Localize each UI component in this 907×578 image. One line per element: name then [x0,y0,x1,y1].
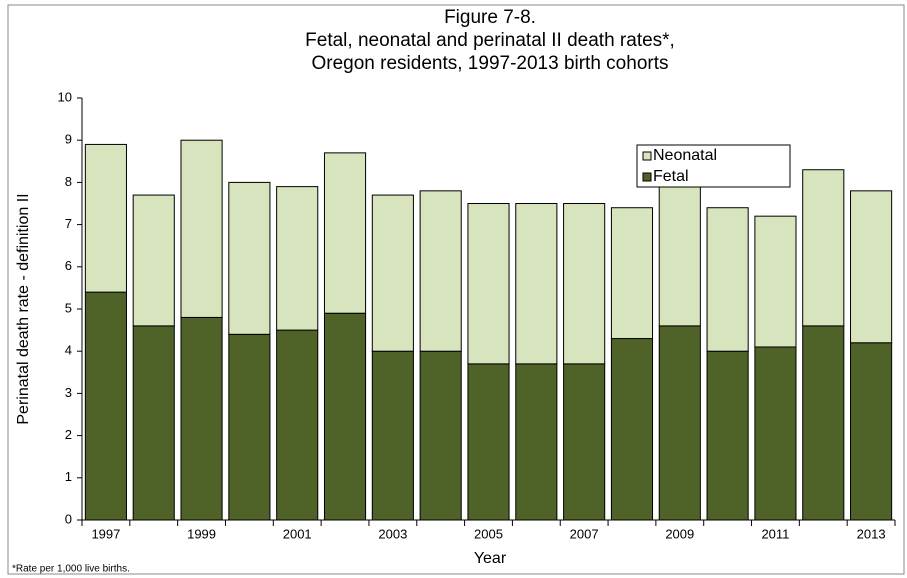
bar [850,342,893,521]
bar [658,325,701,521]
bar [132,325,175,521]
bar [754,346,797,521]
x-tick-label: 1999 [187,526,216,541]
bar [84,143,127,293]
y-tick-label: 10 [58,89,72,104]
bar [802,169,845,327]
x-tick-label: 2009 [665,526,694,541]
x-tick-label: 2013 [857,526,886,541]
x-tick-label: 1997 [91,526,120,541]
legend-label: Neonatal [653,147,717,164]
bar [563,363,606,521]
y-tick-label: 3 [65,385,72,400]
chart-title: Oregon residents, 1997-2013 birth cohort… [312,53,669,74]
y-tick-label: 9 [65,132,72,147]
bar [610,338,654,521]
bar [658,186,701,327]
chart-title: Fetal, neonatal and perinatal II death r… [305,30,675,51]
y-tick-label: 4 [65,343,72,358]
bar [467,363,510,521]
bar [706,350,749,521]
x-axis-title: Year [474,550,507,567]
bar [180,316,223,521]
legend-label: Fetal [653,168,689,185]
footnote: *Rate per 1,000 live births. [12,564,130,575]
y-tick-label: 6 [65,258,72,273]
bar [228,181,271,335]
bar [132,194,175,327]
y-tick-label: 0 [65,511,72,526]
x-tick-label: 2011 [761,526,789,541]
bar [419,350,462,521]
y-tick-label: 8 [65,174,72,189]
y-tick-label: 2 [65,427,72,442]
legend-swatch [642,151,652,161]
bar [706,207,749,352]
y-axis-title: Perinatal death rate - definition II [15,193,32,424]
bar [515,203,558,365]
y-tick-label: 5 [65,300,72,315]
chart-title: Figure 7-8. [444,7,536,28]
bar [419,190,462,352]
x-tick-label: 2007 [570,526,599,541]
bar [610,207,654,340]
bar [180,139,223,318]
bar [515,363,558,521]
bar [754,215,797,348]
bar [563,203,606,365]
y-tick-label: 1 [65,469,72,484]
x-tick-label: 2003 [378,526,407,541]
bar [323,152,367,314]
bar [371,194,414,352]
bar [276,329,319,521]
bar [467,203,510,365]
x-tick-label: 2001 [283,526,312,541]
y-tick-label: 7 [65,216,72,231]
bar [850,190,893,344]
bar [228,333,271,521]
legend-swatch [642,172,652,182]
x-tick-label: 2005 [474,526,503,541]
bar [276,186,319,331]
bar [323,312,367,521]
bar [84,291,127,521]
bar [371,350,414,521]
bar [802,325,845,521]
legend-box [636,144,791,188]
